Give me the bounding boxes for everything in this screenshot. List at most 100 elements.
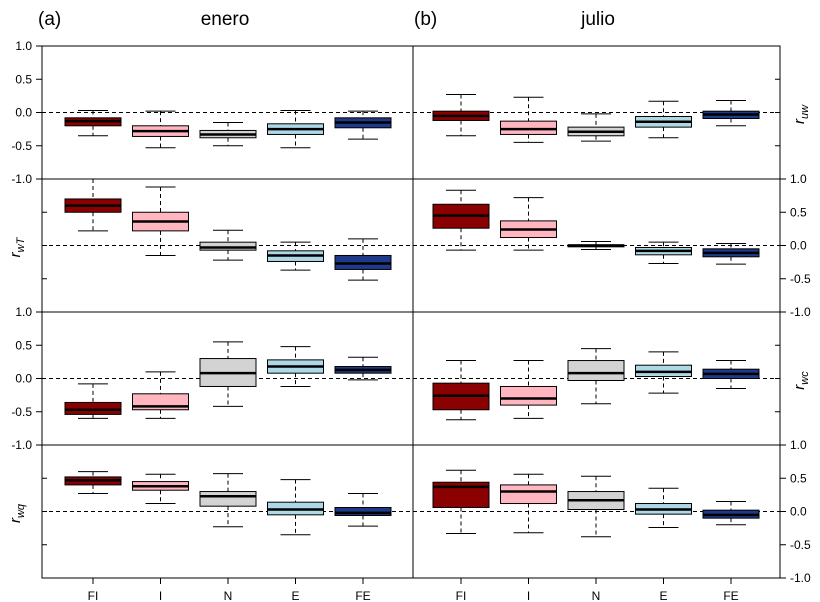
row-label-sub: wT [15,236,27,252]
box-FI [432,189,490,251]
box-N [567,113,625,142]
row-label-sub: wq [15,503,27,518]
y-tick-label: 1.0 [15,305,32,319]
row-label: ruw [791,104,811,124]
x-tick-label: N [224,589,233,602]
x-tick-label: FI [456,589,467,602]
y-tick-label: 1.0 [15,39,32,53]
box-N [567,241,625,250]
plot-frame [41,45,781,579]
box-FI [64,383,122,419]
x-tick-label: I [527,589,530,602]
y-tick-label: -0.5 [790,272,811,286]
box-FE [702,100,760,127]
box-body [64,401,122,415]
x-tick-label: E [291,589,299,602]
y-tick-label: 0.5 [790,471,807,485]
x-tick-label: N [592,589,601,602]
box-E [635,351,692,394]
y-tick-label: -0.5 [11,139,32,153]
box-FI [64,178,122,232]
box-body [500,120,557,135]
box-FI [432,469,490,534]
box-I [132,186,189,256]
box-E [267,479,324,536]
box-E [635,487,692,528]
x-tick-label: FE [723,589,738,602]
y-tick-label: 1.0 [790,172,807,186]
box-I [500,360,557,419]
y-tick-label: 0.5 [790,205,807,219]
box-I [500,473,557,534]
box-E [267,110,324,149]
y-tick-label: -0.5 [790,538,811,552]
y-tick-label: -0.5 [11,405,32,419]
box-E [267,241,324,271]
y-tick-label: 0.0 [15,106,32,120]
box-FI [432,94,490,137]
box-N [199,121,257,147]
box-I [132,110,189,149]
box-FI [64,110,122,137]
panel-b-letter: (b) [414,9,437,30]
box-body [500,385,557,406]
box-FE [334,493,392,527]
box-N [567,348,625,405]
panel-b-title: julio [580,9,615,30]
box-FI [64,471,122,495]
row-label: rwc [791,371,811,390]
box-body [334,507,392,516]
row-label-main: r [7,517,24,523]
row-label-main: r [7,251,24,257]
box-FE [334,110,392,140]
x-tick-label: E [659,589,667,602]
y-axis-ticks: 1.0 0.5 0.0 -0.5 -1.0 1.0 0.5 0.0 -0.5 -1.0 1.0 0.5… [11,39,811,585]
box-E [635,241,692,264]
box-E [267,346,324,387]
box-I [500,197,557,251]
y-tick-label: 0.5 [15,338,32,352]
row-label-sub: uw [799,104,811,119]
box-N [567,475,625,538]
box-I [500,96,557,143]
x-tick-label: FE [355,589,370,602]
box-FI [432,360,490,421]
box-FE [334,238,392,281]
row-label: rwq [7,503,27,523]
y-tick-label: -1.0 [790,305,811,319]
box-E [635,100,692,139]
box-FE [702,243,760,265]
box-N [199,341,257,407]
box-marks [64,94,760,538]
box-N [199,229,257,261]
box-body [199,491,257,507]
panel-a-letter: (a) [38,9,61,30]
row-label: rwT [7,236,27,257]
box-I [132,473,189,505]
box-FE [702,360,760,389]
panel-a-title: enero [201,9,250,30]
y-tick-label: -1.0 [11,172,32,186]
y-tick-label: 0.5 [15,72,32,86]
x-axis-labels: FI I N E FE FI I N E FE [88,578,739,602]
y-tick-label: 0.0 [790,239,807,253]
box-FE [334,356,392,381]
box-I [132,371,189,419]
box-body [500,484,557,505]
row-label-sub: wc [799,371,811,385]
box-N [199,473,257,528]
row-label-main: r [791,118,808,124]
row-label-main: r [791,384,808,390]
y-tick-label: 1.0 [790,438,807,452]
box-FE [702,501,760,526]
y-tick-label: 0.0 [790,505,807,519]
x-tick-label: I [159,589,162,602]
y-tick-label: -1.0 [790,571,811,585]
y-tick-label: -1.0 [11,438,32,452]
box-body [567,360,625,381]
x-tick-label: FI [88,589,99,602]
panel-labels: (a) enero (b) julio [38,9,615,30]
box-body [199,241,257,251]
